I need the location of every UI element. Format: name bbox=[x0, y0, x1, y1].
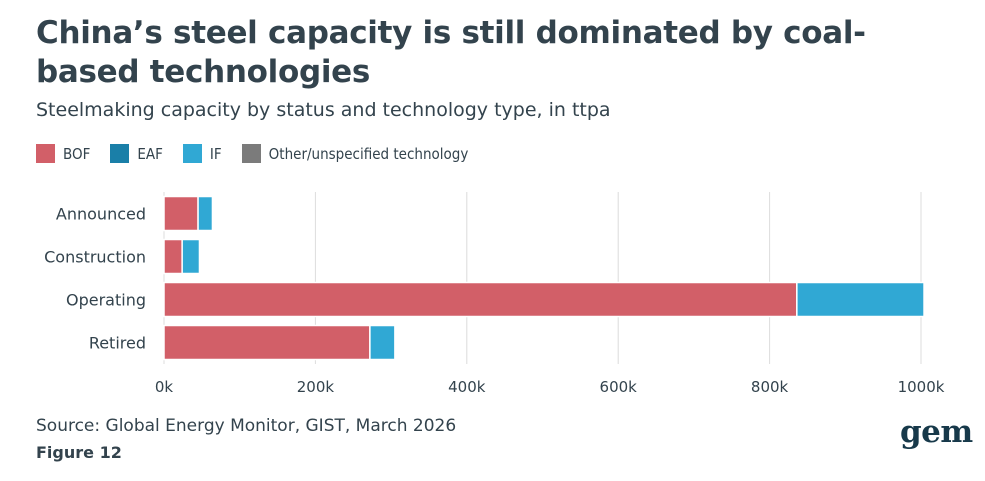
legend-swatch-if bbox=[182, 144, 202, 163]
bar-segment-bof-retired[interactable] bbox=[163, 324, 371, 361]
legend-item-bof[interactable]: BOF bbox=[36, 144, 90, 163]
bar-segment-if-construction[interactable] bbox=[181, 238, 201, 275]
category-label: Operating bbox=[66, 291, 146, 310]
x-tick-label: 400k bbox=[448, 378, 486, 396]
legend-label-if: IF bbox=[209, 144, 222, 163]
x-tick-label: 200k bbox=[297, 378, 335, 396]
chart-title: China’s steel capacity is still dominate… bbox=[36, 15, 866, 90]
category-labels: Announced Construction Operating Retired bbox=[44, 205, 146, 353]
category-label: Announced bbox=[56, 205, 146, 224]
figure-label: Figure 12 bbox=[36, 443, 122, 462]
legend-item-if[interactable]: IF bbox=[182, 144, 222, 163]
legend-swatch-eaf bbox=[110, 144, 130, 163]
x-tick-label: 1000k bbox=[898, 378, 945, 396]
legend-swatch-bof bbox=[36, 144, 55, 163]
category-label: Retired bbox=[89, 334, 146, 353]
legend-label-eaf: EAF bbox=[137, 144, 163, 163]
chart-legend: BOF EAF IF Other/unspecified technology bbox=[36, 144, 488, 163]
legend-label-bof: BOF bbox=[63, 144, 91, 163]
source-note: Source: Global Energy Monitor, GIST, Mar… bbox=[36, 416, 457, 436]
bar-segment-other-unspecified-technology-construction[interactable] bbox=[198, 238, 202, 275]
legend-swatch-other bbox=[241, 144, 261, 163]
x-tick-label: 600k bbox=[600, 378, 638, 396]
bar-segment-if-retired[interactable] bbox=[369, 324, 396, 361]
stacked-bar-chart: Announced Construction Operating Retired 0k… bbox=[44, 192, 945, 396]
x-tick-label: 800k bbox=[751, 378, 789, 396]
x-tick-label: 0k bbox=[155, 378, 174, 396]
legend-label-other: Other/unspecified technology bbox=[268, 144, 469, 163]
gem-logo: gem bbox=[900, 414, 973, 450]
category-label: Construction bbox=[44, 248, 146, 267]
chart-subtitle: Steelmaking capacity by status and techn… bbox=[36, 99, 611, 121]
bar-segment-if-operating[interactable] bbox=[796, 281, 925, 318]
x-tick-labels: 0k 200k 400k 600k 800k 1000k bbox=[155, 378, 945, 396]
bar-segment-bof-operating[interactable] bbox=[163, 281, 798, 318]
bar-segment-bof-construction[interactable] bbox=[163, 238, 183, 275]
bar-segment-bof-announced[interactable] bbox=[163, 195, 199, 232]
legend-item-eaf[interactable]: EAF bbox=[110, 144, 163, 163]
bar-segment-if-announced[interactable] bbox=[197, 195, 214, 232]
bars bbox=[163, 195, 925, 361]
legend-item-other[interactable]: Other/unspecified technology bbox=[241, 144, 469, 163]
